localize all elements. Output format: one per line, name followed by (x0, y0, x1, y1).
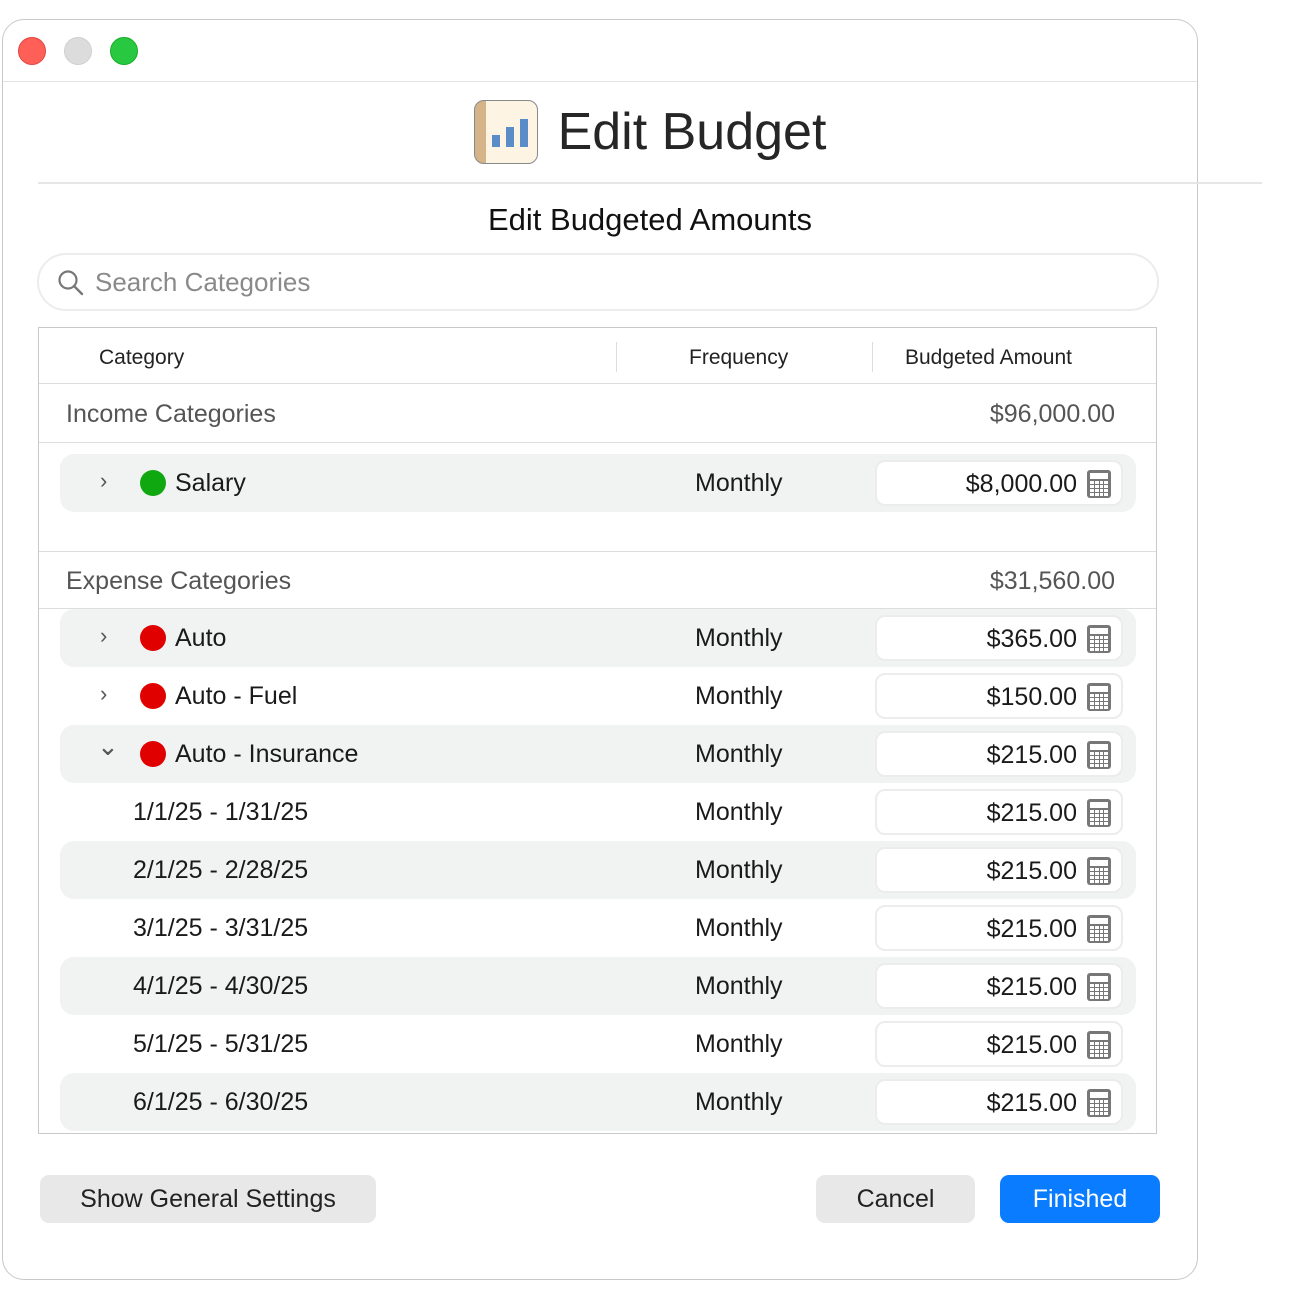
budgeted-amount-field[interactable]: $215.00 (875, 789, 1123, 835)
category-name: Salary (175, 469, 246, 497)
amount-value[interactable]: $215.00 (986, 741, 1077, 769)
page-title-area: Edit Budget (0, 100, 1300, 164)
section-label: Income Categories (66, 400, 276, 428)
category-name: Auto (175, 624, 227, 652)
subtitle: Edit Budgeted Amounts (487, 202, 812, 237)
frequency: Monthly (695, 972, 783, 1000)
amount-value[interactable]: $215.00 (986, 857, 1077, 885)
column-category[interactable]: Category (99, 346, 185, 369)
search-placeholder: Search Categories (95, 266, 311, 297)
category-color-dot (140, 741, 166, 767)
category-color-dot (140, 683, 166, 709)
minimize-button[interactable] (64, 37, 92, 65)
budgeted-amount-field[interactable]: $215.00 (875, 1021, 1123, 1067)
frequency: Monthly (695, 914, 783, 942)
calculator-icon[interactable] (1087, 1089, 1111, 1117)
table-row[interactable]: › Auto - Fuel Monthly $150.00 (60, 667, 1136, 725)
period-name: 2/1/25 - 2/28/25 (133, 856, 309, 884)
budgeted-amount-field[interactable]: $215.00 (875, 731, 1123, 777)
search-icon (58, 270, 84, 296)
budgeted-amount-field[interactable]: $215.00 (875, 963, 1123, 1009)
titlebar-divider (3, 81, 1197, 82)
column-budgeted-amount[interactable]: Budgeted Amount (905, 346, 1072, 369)
frequency: Monthly (695, 624, 783, 652)
amount-value[interactable]: $365.00 (986, 625, 1077, 653)
period-name: 5/1/25 - 5/31/25 (133, 1030, 309, 1058)
amount-value[interactable]: $8,000.00 (965, 470, 1077, 498)
budgeted-amount-field[interactable]: $365.00 (875, 615, 1123, 661)
section-label: Expense Categories (66, 567, 292, 595)
calculator-icon[interactable] (1087, 625, 1111, 653)
chevron-right-icon[interactable]: › (100, 623, 108, 648)
divider (38, 182, 1262, 184)
section-total: $96,000.00 (989, 400, 1115, 428)
table-row[interactable]: 2/1/25 - 2/28/25 Monthly $215.00 (60, 841, 1136, 899)
expense-section-header: Expense Categories $31,560.00 (39, 551, 1156, 609)
amount-value[interactable]: $215.00 (986, 973, 1077, 1001)
budgeted-amount-field[interactable]: $8,000.00 (875, 460, 1123, 506)
calculator-icon[interactable] (1087, 799, 1111, 827)
table-row[interactable]: 3/1/25 - 3/31/25 Monthly $215.00 (60, 899, 1136, 957)
table-row[interactable]: › Salary Monthly $8,000.00 (60, 454, 1136, 512)
calculator-icon[interactable] (1087, 973, 1111, 1001)
income-section-header: Income Categories $96,000.00 (39, 385, 1156, 443)
cancel-button[interactable]: Cancel (816, 1175, 975, 1223)
table-row[interactable]: 4/1/25 - 4/30/25 Monthly $215.00 (60, 957, 1136, 1015)
search-input[interactable]: Search Categories (37, 253, 1159, 311)
amount-value[interactable]: $215.00 (986, 915, 1077, 943)
budgeted-amount-field[interactable]: $215.00 (875, 905, 1123, 951)
calculator-icon[interactable] (1087, 1031, 1111, 1059)
chevron-down-icon[interactable]: ⌄ (97, 731, 119, 761)
calculator-icon[interactable] (1087, 683, 1111, 711)
period-name: 3/1/25 - 3/31/25 (133, 914, 309, 942)
section-total: $31,560.00 (989, 567, 1115, 595)
table-row[interactable]: › Auto Monthly $365.00 (60, 609, 1136, 667)
frequency: Monthly (695, 682, 783, 710)
budgeted-amount-field[interactable]: $215.00 (875, 847, 1123, 893)
frequency: Monthly (695, 1088, 783, 1116)
bar-chart-icon (473, 100, 538, 164)
calculator-icon[interactable] (1087, 470, 1111, 498)
frequency: Monthly (695, 856, 783, 884)
period-name: 6/1/25 - 6/30/25 (133, 1088, 309, 1116)
page-title: Edit Budget (557, 103, 827, 161)
category-color-dot (140, 625, 166, 651)
table-row[interactable]: ⌄ Auto - Insurance Monthly $215.00 (60, 725, 1136, 783)
frequency: Monthly (695, 798, 783, 826)
frequency: Monthly (695, 469, 783, 497)
calculator-icon[interactable] (1087, 857, 1111, 885)
budgeted-amount-field[interactable]: $215.00 (875, 1079, 1123, 1125)
table-row[interactable]: 6/1/25 - 6/30/25 Monthly $215.00 (60, 1073, 1136, 1131)
table-row[interactable]: 1/1/25 - 1/31/25 Monthly $215.00 (60, 783, 1136, 841)
calculator-icon[interactable] (1087, 741, 1111, 769)
category-name: Auto - Fuel (175, 682, 298, 710)
amount-value[interactable]: $215.00 (986, 1089, 1077, 1117)
close-button[interactable] (18, 37, 46, 65)
amount-value[interactable]: $150.00 (986, 683, 1077, 711)
finished-button[interactable]: Finished (1000, 1175, 1160, 1223)
calculator-icon[interactable] (1087, 915, 1111, 943)
frequency: Monthly (695, 740, 783, 768)
amount-value[interactable]: $215.00 (986, 799, 1077, 827)
category-color-dot (140, 470, 166, 496)
show-general-settings-button[interactable]: Show General Settings (40, 1175, 376, 1223)
budgeted-amount-field[interactable]: $150.00 (875, 673, 1123, 719)
table-row[interactable]: 5/1/25 - 5/31/25 Monthly $215.00 (60, 1015, 1136, 1073)
amount-value[interactable]: $215.00 (986, 1031, 1077, 1059)
chevron-right-icon[interactable]: › (100, 681, 108, 706)
zoom-button[interactable] (110, 37, 138, 65)
column-frequency[interactable]: Frequency (689, 346, 789, 369)
period-name: 1/1/25 - 1/31/25 (133, 798, 309, 826)
budget-table: Category Frequency Budgeted Amount Incom… (38, 327, 1157, 1134)
chevron-right-icon[interactable]: › (100, 468, 108, 493)
table-header: Category Frequency Budgeted Amount (39, 328, 1156, 384)
frequency: Monthly (695, 1030, 783, 1058)
period-name: 4/1/25 - 4/30/25 (133, 972, 309, 1000)
category-name: Auto - Insurance (175, 740, 359, 768)
